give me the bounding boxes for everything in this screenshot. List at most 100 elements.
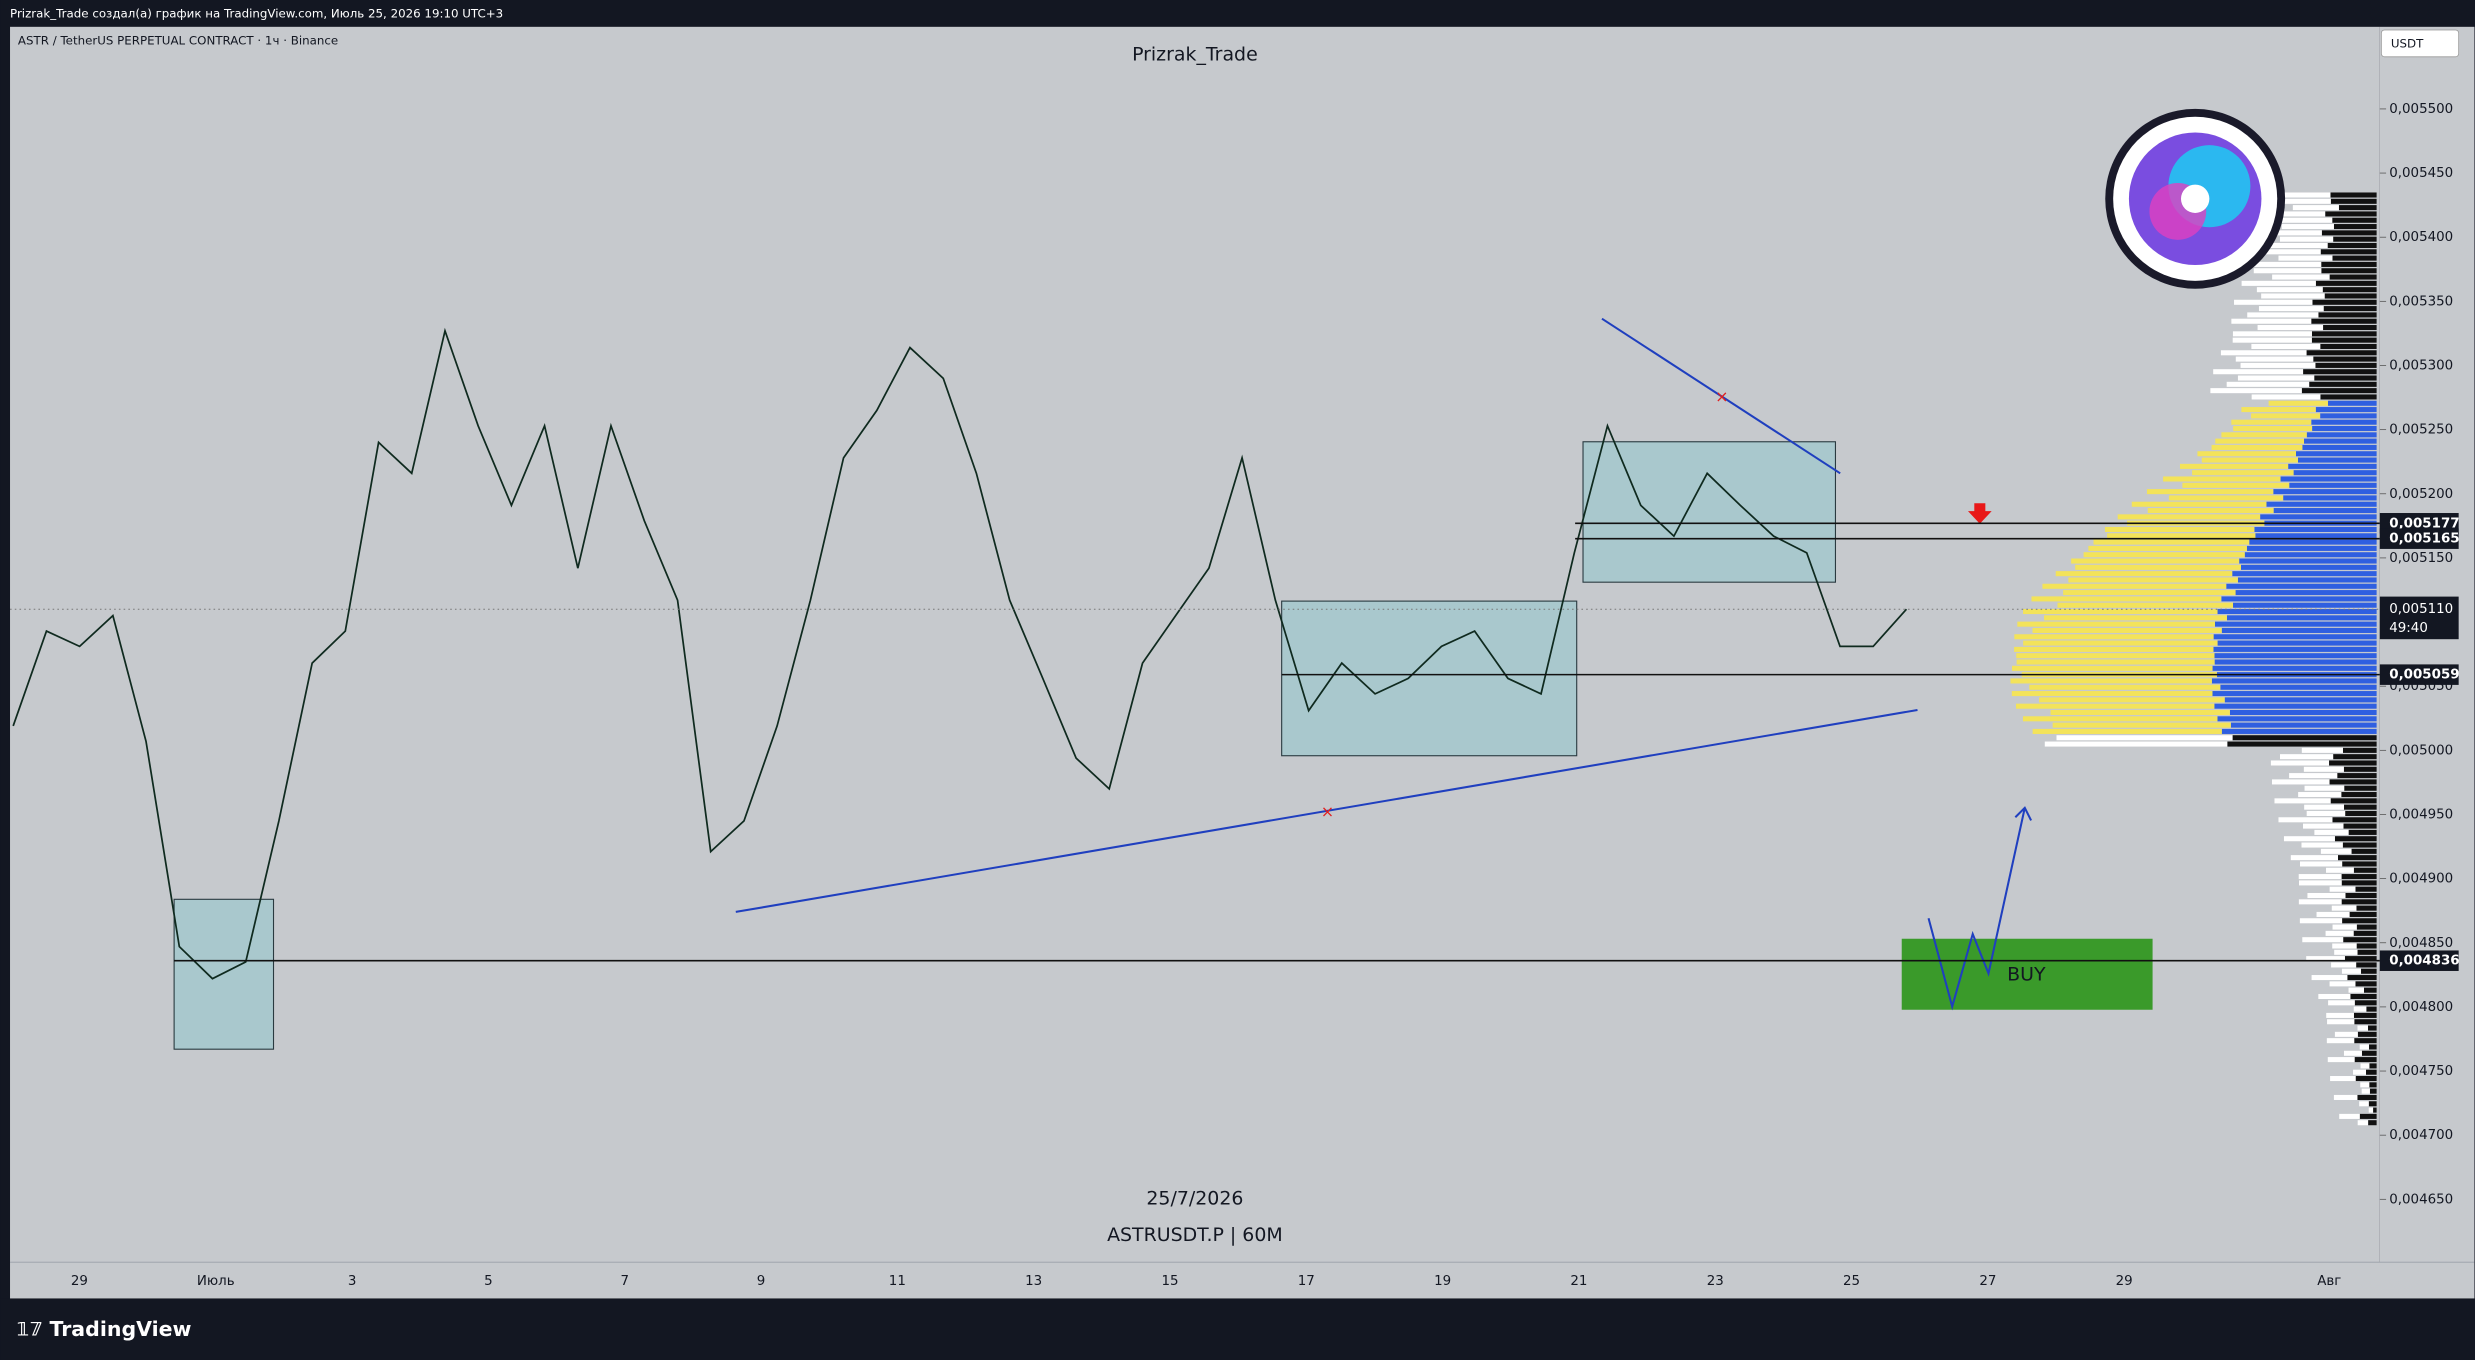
- volume-profile-row: [2320, 848, 2352, 854]
- volume-profile-row: [2277, 217, 2333, 223]
- volume-profile-row: [2307, 892, 2346, 899]
- volume-profile-row: [2279, 754, 2334, 760]
- volume-profile-row: [2359, 1101, 2369, 1107]
- y-tick-label: 0,005000: [2389, 743, 2453, 758]
- volume-profile-row: [2301, 388, 2377, 394]
- volume-profile-row: [2353, 1006, 2367, 1012]
- watermark-date: 25/7/2026: [1146, 1188, 1243, 1210]
- watermark-title: Prizrak_Trade: [1132, 44, 1258, 66]
- volume-profile-row: [2344, 956, 2377, 962]
- volume-profile-row: [2351, 848, 2377, 854]
- volume-profile-row: [2311, 331, 2377, 337]
- volume-profile-row: [2330, 192, 2377, 198]
- y-tick-label: 0,004850: [2389, 936, 2453, 951]
- volume-profile-row: [2368, 1120, 2377, 1126]
- volume-profile-row: [2251, 343, 2321, 349]
- volume-profile-row: [2050, 709, 2230, 716]
- volume-profile-row: [2334, 836, 2377, 842]
- currency-box[interactable]: [2380, 29, 2460, 58]
- volume-profile-row: [2214, 659, 2377, 665]
- volume-profile-row: [2257, 325, 2324, 331]
- x-tick-label: 15: [1161, 1274, 1178, 1289]
- volume-profile-row: [2334, 1031, 2358, 1037]
- volume-profile-row: [2332, 255, 2377, 261]
- volume-profile-row: [2369, 1082, 2377, 1088]
- volume-profile-row: [2244, 552, 2377, 558]
- volume-profile-row: [2235, 356, 2314, 362]
- volume-profile-row: [2355, 1076, 2377, 1082]
- footer-brand[interactable]: TradingView: [49, 1317, 191, 1341]
- volume-profile-row: [2063, 590, 2236, 596]
- volume-profile-row: [2318, 312, 2377, 318]
- volume-profile-row: [2331, 905, 2357, 911]
- volume-profile-row: [2314, 829, 2349, 835]
- volume-profile-row: [2230, 722, 2377, 728]
- volume-profile-row: [2369, 1088, 2377, 1094]
- volume-profile-row: [2341, 968, 2362, 974]
- volume-profile-row: [2332, 217, 2377, 223]
- volume-profile-row: [2333, 754, 2377, 760]
- volume-profile-row: [2314, 375, 2377, 381]
- x-tick-label: 25: [1843, 1274, 1860, 1289]
- volume-profile-row: [2342, 747, 2377, 753]
- volume-profile-row: [2131, 501, 2267, 507]
- volume-profile-row: [2016, 659, 2215, 665]
- volume-profile-row: [2356, 924, 2377, 930]
- trendline: [735, 708, 1918, 913]
- volume-profile-row: [2329, 981, 2356, 987]
- x-tick-label: 19: [1434, 1274, 1451, 1289]
- level-label-box: [2379, 513, 2459, 534]
- volume-profile-row: [2326, 867, 2354, 873]
- volume-profile-row: [2029, 684, 2221, 690]
- level-label-box: [2379, 528, 2459, 549]
- chart-area: [10, 26, 2380, 1263]
- volume-profile-row: [2315, 362, 2377, 368]
- volume-profile-row: [2220, 684, 2377, 690]
- volume-profile-row: [2320, 249, 2377, 255]
- x-tick-label: 13: [1025, 1274, 1042, 1289]
- volume-profile-row: [2320, 394, 2377, 400]
- volume-profile-row: [2075, 564, 2241, 570]
- volume-profile-row: [2327, 1019, 2355, 1025]
- footer: [0, 1298, 2475, 1360]
- volume-profile-row: [2342, 861, 2377, 867]
- volume-profile-row: [2014, 634, 2214, 640]
- volume-profile-row: [2298, 874, 2342, 880]
- volume-profile-row: [2306, 350, 2377, 356]
- volume-profile-row: [2354, 1038, 2377, 1044]
- volume-profile-row: [2328, 400, 2377, 406]
- volume-profile-row: [2258, 306, 2324, 312]
- drawings: [735, 317, 2033, 1011]
- volume-profile-row: [2260, 514, 2377, 520]
- volume-profile-row: [2328, 1000, 2355, 1006]
- volume-profile-row: [2292, 205, 2339, 211]
- volume-profile-row: [2349, 911, 2377, 917]
- volume-profile-row: [2311, 318, 2377, 324]
- volume-profile-row: [2326, 1038, 2355, 1044]
- volume-profile-row: [2357, 1120, 2369, 1126]
- volume-profile-row: [2267, 242, 2328, 249]
- volume-profile-row: [2304, 438, 2377, 444]
- volume-profile-row: [2345, 810, 2377, 816]
- volume-profile-row: [2353, 930, 2377, 936]
- x-tick-label: 7: [620, 1274, 629, 1289]
- zone-box: [1281, 600, 1578, 757]
- y-tick-label: 0,005150: [2389, 551, 2453, 566]
- volume-profile-row: [2214, 703, 2377, 709]
- volume-profile-row: [2240, 564, 2377, 570]
- volume-profile-row: [2221, 432, 2307, 438]
- currency[interactable]: USDT: [2391, 37, 2424, 51]
- volume-profile-row: [2057, 602, 2234, 608]
- volume-profile-row: [2042, 583, 2227, 589]
- volume-profile-row: [2343, 823, 2377, 829]
- volume-profile-row: [2241, 407, 2316, 413]
- x-tick-label: 29: [2116, 1274, 2133, 1289]
- volume-profile-row: [2322, 287, 2377, 293]
- volume-profile-row: [2229, 709, 2377, 716]
- volume-profile-row: [2213, 646, 2377, 652]
- volume-profile-row: [2247, 312, 2319, 318]
- volume-profile-row: [2367, 1025, 2377, 1031]
- volume-profile-row: [2233, 425, 2313, 432]
- volume-profile-row: [2315, 280, 2377, 286]
